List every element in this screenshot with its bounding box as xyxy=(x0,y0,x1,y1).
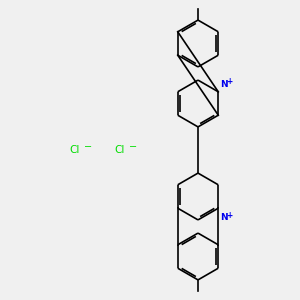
Text: Cl: Cl xyxy=(70,145,80,155)
Text: −: − xyxy=(129,142,137,152)
Text: +: + xyxy=(226,211,232,220)
Text: N: N xyxy=(220,213,227,222)
Text: N: N xyxy=(220,80,227,89)
Text: −: − xyxy=(84,142,92,152)
Text: +: + xyxy=(226,77,232,86)
Text: Cl: Cl xyxy=(115,145,125,155)
